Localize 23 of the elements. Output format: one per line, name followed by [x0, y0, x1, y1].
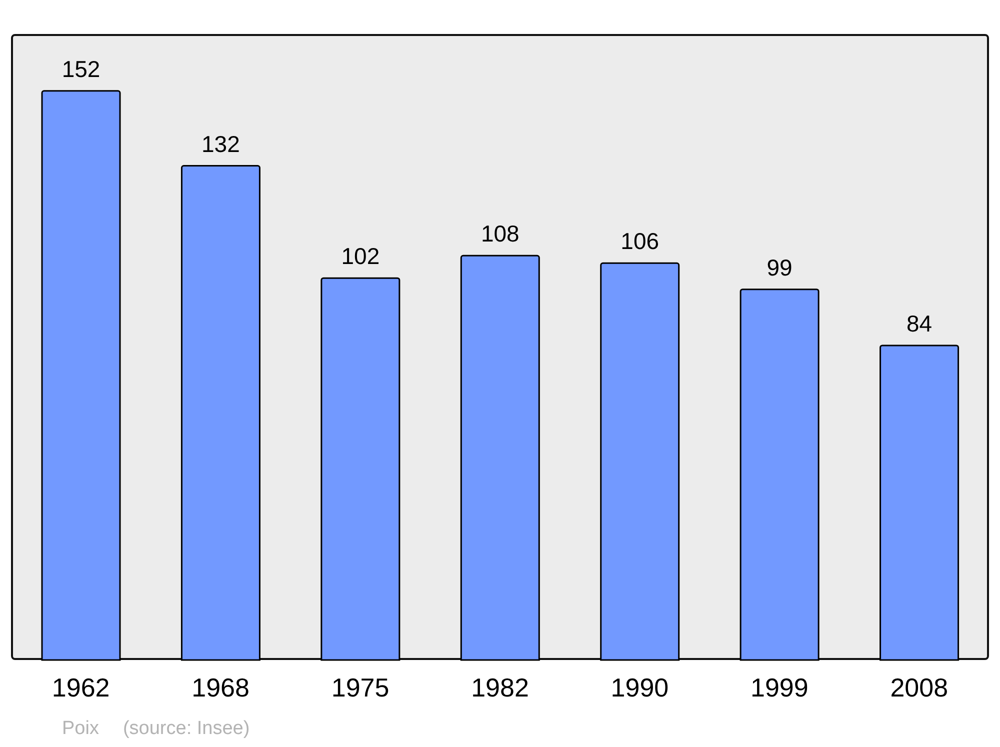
x-tick-label: 1990 — [610, 672, 669, 702]
bar — [600, 262, 680, 661]
data-label: 99 — [766, 254, 792, 280]
bar — [41, 90, 121, 661]
x-tick-label: 1975 — [331, 672, 390, 702]
data-label: 108 — [480, 220, 520, 247]
bar — [740, 288, 820, 661]
bar — [320, 277, 400, 661]
data-label: 102 — [341, 243, 380, 270]
data-label: 152 — [62, 56, 100, 82]
text: (source: Insee) — [122, 718, 250, 739]
text: Poix — [62, 718, 99, 739]
data-label: 132 — [202, 130, 240, 157]
x-tick-label: 2008 — [890, 672, 948, 702]
bar — [880, 344, 960, 661]
data-label: 106 — [620, 228, 660, 254]
data-label: 84 — [906, 310, 932, 336]
bar — [460, 254, 540, 661]
x-tick-label: 1962 — [52, 672, 110, 702]
x-tick-label: 1982 — [471, 672, 529, 702]
x-tick-label: 1968 — [192, 672, 250, 702]
bar — [180, 165, 260, 661]
x-tick-label: 1999 — [750, 672, 808, 702]
